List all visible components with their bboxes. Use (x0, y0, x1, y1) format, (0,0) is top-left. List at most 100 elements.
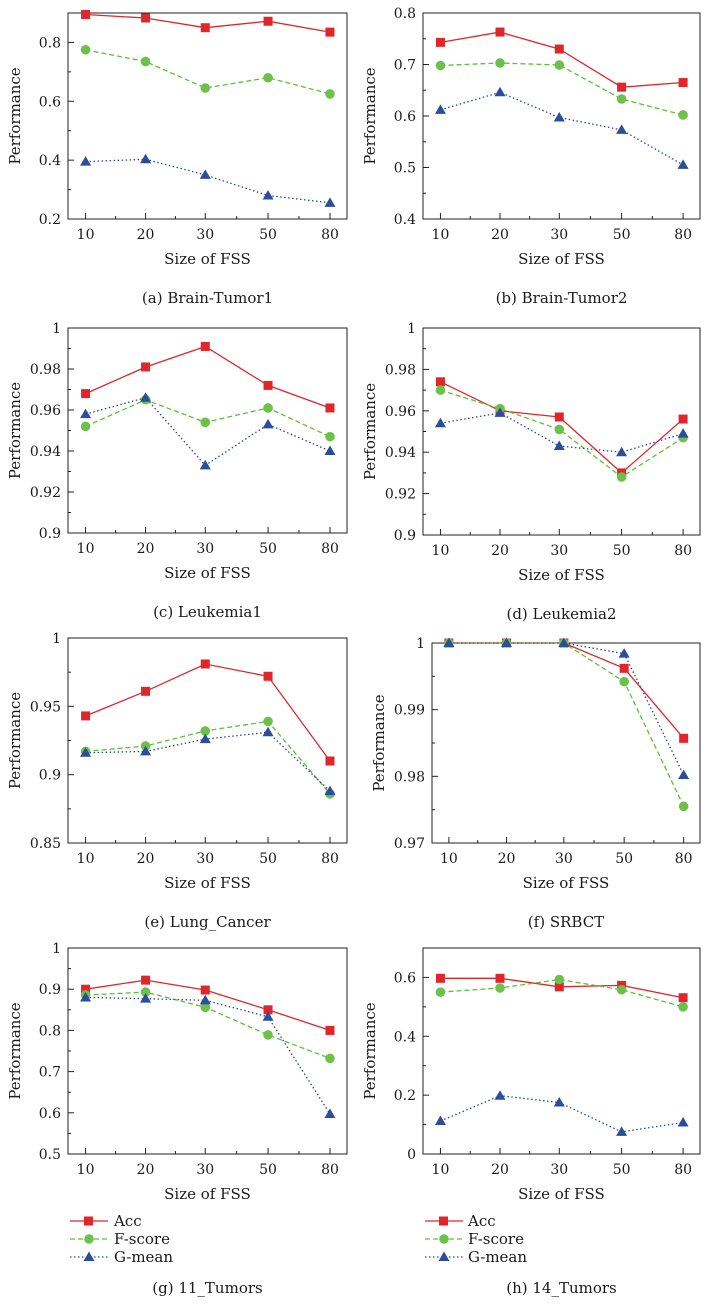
y-tick-label: 0.96 (385, 404, 416, 420)
panel-caption: (c) Leukemia1 (153, 603, 262, 621)
x-tick-label: 30 (196, 227, 214, 243)
point-g-mean-10 (434, 104, 446, 114)
point-f-score-50 (263, 1030, 273, 1040)
x-tick-label: 10 (77, 1162, 95, 1178)
point-acc-50 (263, 380, 273, 390)
point-acc-30 (554, 982, 564, 992)
x-tick-label: 80 (674, 1162, 692, 1178)
y-tick-label: 0.95 (30, 699, 61, 715)
x-tick-label: 80 (321, 851, 339, 867)
y-tick-label: 0.4 (39, 153, 61, 169)
point-g-mean-30 (199, 994, 211, 1005)
point-f-score-10 (435, 385, 446, 395)
x-tick-label: 10 (432, 543, 450, 559)
series-line-g-mean (85, 996, 331, 1115)
panel-7: 0.5 0.6 0.7 0.8 0.9 1 10 20 30 50 80 Size of FSS Per… (6, 941, 348, 1297)
panel-caption: (f) SRBCT (528, 913, 604, 931)
panel-1: 0.2 0.4 0.6 0.8 10 20 30 50 80 Size of FSS Perform… (6, 9, 348, 307)
point-acc-30 (554, 412, 564, 422)
y-tick-label: 0.5 (394, 161, 416, 177)
y-tick-label: 1 (416, 636, 425, 652)
point-acc-50 (619, 663, 629, 673)
series-line-f-score (440, 62, 684, 116)
point-f-score-30 (554, 424, 565, 435)
point-acc-80 (325, 27, 335, 37)
x-tick-label: 30 (555, 851, 573, 867)
point-g-mean-30 (199, 169, 211, 179)
point-f-score-10 (80, 44, 91, 55)
x-axis-label: Size of FSS (164, 250, 251, 268)
series-line-f-score (448, 642, 685, 807)
x-tick-label: 50 (613, 1162, 631, 1178)
series-line-g-mean (440, 91, 684, 166)
y-tick-label: 1 (52, 631, 61, 647)
x-tick-label: 20 (137, 1162, 155, 1178)
point-g-mean-10 (80, 747, 92, 757)
y-tick-label: 0.99 (394, 703, 425, 719)
x-tick-label: 20 (491, 1162, 509, 1178)
point-g-mean-50 (618, 648, 630, 658)
point-f-score-50 (616, 984, 627, 995)
point-acc-80 (678, 78, 688, 88)
point-f-score-80 (678, 1002, 688, 1012)
point-f-score-30 (200, 83, 211, 93)
x-tick-label: 10 (77, 851, 95, 867)
point-f-score-20 (495, 983, 505, 993)
y-tick-label: 0.2 (394, 1088, 416, 1104)
y-tick-label: 0.7 (394, 58, 416, 74)
panel-8: 0 0.2 0.4 0.6 10 20 30 50 80 Size of FSS Performan… (361, 947, 701, 1297)
x-axis-label: Size of FSS (164, 564, 251, 582)
x-tick-label: 50 (613, 227, 631, 243)
point-acc-20 (141, 13, 151, 23)
y-tick-label: 0.92 (385, 487, 416, 503)
y-tick-label: 0.8 (39, 35, 61, 51)
panel-caption: (b) Brain-Tumor2 (496, 289, 628, 307)
y-tick-label: 0.8 (39, 1023, 61, 1039)
panel-caption: (e) Lung_Cancer (144, 913, 271, 931)
x-tick-label: 50 (259, 1162, 277, 1178)
panel-6: 0.97 0.98 0.99 1 10 20 30 50 80 Size of FSS Perfor… (370, 636, 701, 931)
point-acc-80 (678, 414, 688, 424)
y-tick-label: 0.6 (39, 94, 61, 110)
point-f-score-20 (140, 56, 151, 67)
x-tick-label: 30 (550, 1162, 568, 1178)
x-tick-label: 80 (321, 541, 339, 557)
x-tick-label: 20 (137, 541, 155, 557)
point-acc-80 (679, 733, 689, 743)
point-acc-80 (325, 403, 335, 413)
y-tick-label: 0.94 (385, 445, 416, 461)
point-g-mean-80 (324, 445, 336, 455)
legend-left-acc-label: Acc (113, 1212, 142, 1230)
legend-right: Acc F-score G-mean (425, 1212, 527, 1266)
x-axis-label: Size of FSS (518, 250, 605, 268)
point-g-mean-30 (553, 440, 565, 450)
point-f-score-80 (325, 1053, 335, 1064)
x-tick-label: 50 (259, 541, 277, 557)
point-f-score-50 (619, 676, 629, 687)
legend-right-acc-label: Acc (467, 1212, 496, 1230)
y-tick-label: 0.9 (394, 528, 416, 544)
point-acc-20 (141, 686, 151, 696)
point-g-mean-80 (677, 159, 689, 169)
x-tick-label: 80 (675, 851, 693, 867)
legend-left-gmean-label: G-mean (114, 1248, 173, 1266)
x-axis-label: Size of FSS (164, 874, 251, 892)
point-f-score-30 (554, 60, 565, 70)
x-tick-label: 80 (321, 1162, 339, 1178)
point-g-mean-20 (140, 993, 152, 1003)
legend-right-fscore-label: F-score (468, 1230, 524, 1248)
panels: 0.2 0.4 0.6 0.8 10 20 30 50 80 Size of FSS Perform… (6, 6, 701, 1297)
point-f-score-30 (554, 974, 565, 985)
point-g-mean-10 (434, 417, 446, 428)
x-tick-label: 10 (432, 227, 450, 243)
x-axis-label: Size of FSS (164, 1185, 251, 1203)
point-g-mean-30 (199, 733, 211, 744)
series-line-acc (448, 642, 685, 739)
y-axis-label: Performance (6, 67, 24, 164)
plot-frame (431, 642, 701, 844)
y-tick-label: 0.98 (30, 362, 61, 378)
point-g-mean-50 (616, 124, 628, 134)
point-f-score-10 (435, 60, 446, 71)
y-tick-label: 0.94 (30, 444, 61, 460)
series-line-f-score (440, 978, 684, 1008)
